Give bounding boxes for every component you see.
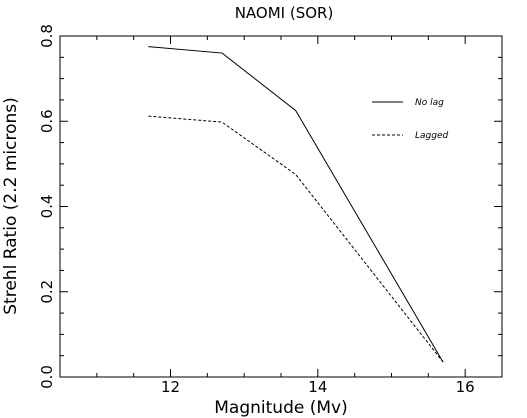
- x-axis-label: Magnitude (Mv): [214, 398, 347, 418]
- y-axis-label: Strehl Ratio (2.2 microns): [1, 97, 21, 314]
- series-line-1: [148, 46, 444, 363]
- y-tick-label: 0.4: [38, 195, 56, 219]
- y-tick-label: 0.0: [38, 365, 56, 389]
- x-tick-label: 16: [456, 378, 475, 396]
- y-axis: 0.0 0.2 0.4 0.6 0.8: [38, 24, 502, 389]
- chart-title: NAOMI (SOR): [235, 4, 334, 22]
- x-tick-label: 12: [161, 378, 180, 396]
- series-layer: [148, 46, 444, 363]
- legend-label-2: Lagged: [415, 131, 448, 141]
- legend-label-1: No lag: [415, 98, 444, 108]
- x-tick-label: 14: [308, 378, 327, 396]
- y-tick-label: 0.6: [38, 109, 56, 133]
- y-tick-label: 0.8: [38, 24, 56, 48]
- series-line-2: [148, 115, 444, 363]
- legend: No lag Lagged: [372, 98, 448, 141]
- x-axis: 12 14 16: [96, 36, 475, 396]
- plot-frame: [59, 35, 503, 378]
- y-tick-label: 0.2: [38, 280, 56, 304]
